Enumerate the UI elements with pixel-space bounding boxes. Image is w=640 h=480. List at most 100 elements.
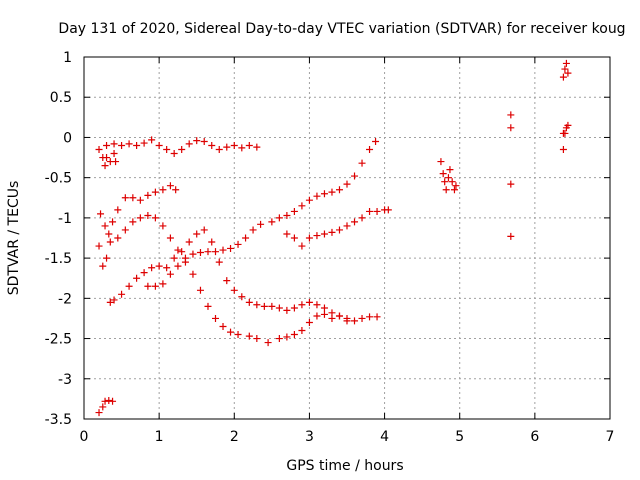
data-point (441, 178, 449, 186)
y-tick-label: -1 (58, 211, 72, 227)
data-point (163, 264, 171, 272)
data-point (366, 313, 374, 321)
data-point (358, 214, 366, 222)
data-point (564, 69, 572, 77)
data-point (223, 143, 231, 151)
data-point (320, 310, 328, 318)
data-point (227, 244, 235, 252)
y-tick-label: 1 (63, 50, 72, 66)
data-point (136, 196, 144, 204)
y-tick-label: -3.5 (45, 412, 72, 428)
data-point (313, 192, 321, 200)
data-point (144, 191, 152, 199)
data-point (335, 226, 343, 234)
data-point (129, 194, 137, 202)
data-point (328, 188, 336, 196)
data-point (245, 298, 253, 306)
data-point (238, 144, 246, 152)
data-point (110, 296, 118, 304)
data-point (144, 211, 152, 219)
data-point (562, 59, 570, 67)
axis-ticks (83, 56, 611, 420)
data-point (320, 304, 328, 312)
data-point (439, 170, 447, 178)
data-point (159, 280, 167, 288)
x-axis-label: GPS time / hours (286, 458, 403, 474)
data-point (140, 269, 148, 277)
y-tick-label: -1.5 (45, 251, 72, 267)
x-tick-label: 4 (380, 429, 389, 445)
data-point (230, 141, 238, 149)
data-point (101, 222, 109, 230)
data-point (343, 180, 351, 188)
data-point (358, 314, 366, 322)
data-point (200, 226, 208, 234)
data-point (238, 293, 246, 301)
data-point (215, 146, 223, 154)
data-point (245, 141, 253, 149)
data-point (384, 206, 392, 214)
data-point (109, 218, 117, 226)
data-point (559, 146, 567, 154)
data-point (101, 162, 109, 170)
data-point (125, 140, 133, 148)
data-point (290, 331, 298, 339)
data-point (106, 238, 114, 246)
data-point (136, 214, 144, 222)
y-tick-label: -0.5 (45, 171, 72, 187)
data-point (249, 226, 257, 234)
x-tick-label: 7 (606, 429, 615, 445)
data-point (268, 218, 276, 226)
data-point (559, 73, 567, 81)
data-point (181, 254, 189, 262)
y-tick-label: 0 (63, 130, 72, 146)
data-point (343, 317, 351, 325)
data-point (343, 222, 351, 230)
data-point (507, 232, 515, 240)
data-point (95, 409, 103, 417)
data-point (166, 234, 174, 242)
data-point (242, 234, 250, 242)
x-tick-label: 5 (455, 429, 464, 445)
data-point (204, 248, 212, 256)
data-point (125, 282, 133, 290)
data-point (193, 137, 201, 145)
data-point (507, 180, 515, 188)
data-point (105, 230, 113, 238)
data-point (133, 141, 141, 149)
data-point (159, 186, 167, 194)
series-track-g (95, 396, 117, 417)
data-point (253, 335, 261, 343)
y-tick-label: -2 (58, 291, 72, 307)
x-tick-labels: 0 1 2 3 4 5 6 7 (80, 429, 615, 445)
data-point (351, 172, 359, 180)
data-point (298, 242, 306, 250)
data-point (208, 238, 216, 246)
series-track-b (95, 211, 381, 347)
data-point (335, 186, 343, 194)
data-point (159, 222, 167, 230)
data-point (372, 137, 380, 145)
data-point (561, 129, 569, 137)
x-tick-label: 2 (230, 429, 239, 445)
data-point (151, 188, 159, 196)
data-point (208, 141, 216, 149)
data-point (290, 207, 298, 215)
data-point (230, 286, 238, 294)
data-point (313, 232, 321, 240)
data-point (561, 65, 569, 73)
data-point (444, 174, 452, 182)
data-point (234, 331, 242, 339)
data-point (118, 290, 126, 298)
data-point (264, 339, 272, 347)
data-point (155, 141, 163, 149)
data-point (257, 220, 265, 228)
data-point (97, 210, 105, 218)
data-point (196, 286, 204, 294)
data-point (185, 140, 193, 148)
data-point (151, 282, 159, 290)
data-point (305, 318, 313, 326)
y-tick-label: -2.5 (45, 332, 72, 348)
data-point (144, 282, 152, 290)
